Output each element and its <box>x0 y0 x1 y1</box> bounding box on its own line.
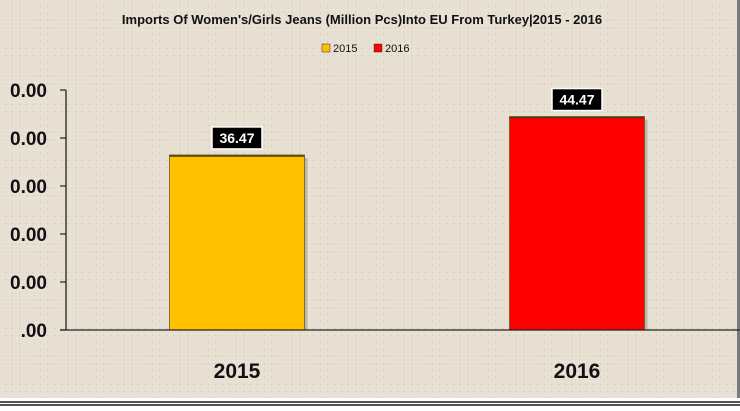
x-category-label-1: 2016 <box>554 360 601 383</box>
data-label-box-1 <box>551 87 603 112</box>
bars: 36.47 44.47 <box>169 87 648 331</box>
data-label-box-0 <box>211 126 263 150</box>
legend-label-0: 2015 <box>333 43 357 55</box>
legend-label-1: 2016 <box>385 43 409 55</box>
legend-swatch-1 <box>373 43 383 53</box>
bar-chart: Imports Of Women's/Girls Jeans (Million … <box>10 12 740 383</box>
y-tick-label-2: 0.00 <box>10 225 47 246</box>
chart-area: Imports Of Women's/Girls Jeans (Million … <box>0 0 740 398</box>
legend-swatch-0 <box>321 43 331 53</box>
y-axis: .00 0.00 0.00 0.00 0.00 0.00 <box>10 81 67 342</box>
x-category-label-0: 2015 <box>214 360 261 383</box>
y-tick-label-4: 0.00 <box>10 129 47 150</box>
x-axis: 2015 2016 <box>60 329 740 383</box>
data-label-0: 36.47 <box>219 130 254 146</box>
bar-2015 <box>169 154 305 331</box>
bottom-rule <box>0 401 740 406</box>
y-tick-label-5: 0.00 <box>10 81 47 102</box>
legend: 2015 2016 <box>321 43 409 55</box>
y-tick-label-3: 0.00 <box>10 177 47 198</box>
chart-title: Imports Of Women's/Girls Jeans (Million … <box>122 12 602 27</box>
y-tick-label-1: 0.00 <box>10 273 47 294</box>
data-label-1: 44.47 <box>559 92 594 108</box>
bar-2016 <box>509 116 645 331</box>
y-tick-label-0: .00 <box>21 321 47 342</box>
